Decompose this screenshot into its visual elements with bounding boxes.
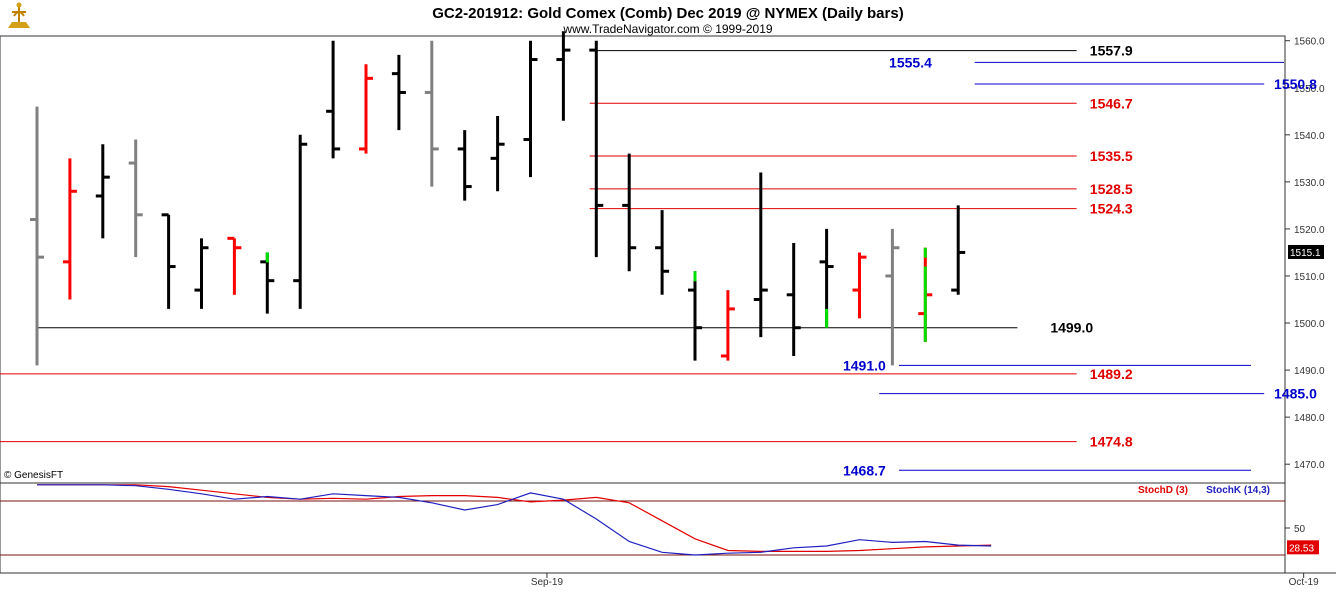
stoch-tick-label: 50 [1294, 524, 1306, 535]
ohlc-bar [556, 31, 571, 121]
stoch-reference-lines [0, 500, 1285, 556]
price-tick-label: 1520.0 [1294, 225, 1325, 236]
time-tick-label: Sep-19 [531, 577, 564, 588]
price-bars [30, 31, 966, 366]
level-label: 1550.8 [1274, 76, 1317, 92]
ohlc-bar [490, 115, 505, 192]
ohlc-bar [30, 106, 44, 366]
level-label: 1499.0 [1050, 320, 1093, 336]
price-tick-label: 1500.0 [1294, 319, 1325, 330]
stoch-legend: StochD (3) StochK (14,3) [1138, 485, 1270, 496]
level-label: 1557.9 [1090, 43, 1133, 59]
ohlc-bar [819, 228, 834, 328]
level-label: 1555.4 [889, 54, 932, 70]
ohlc-bar [951, 205, 966, 295]
ohlc-bar [786, 243, 801, 356]
chart-subtitle: www.TradeNavigator.com © 1999-2019 [562, 22, 772, 36]
last-price-label: 1515.1 [1290, 248, 1321, 259]
price-levels: 1557.9 1555.4 1550.8 1546.7 1535.5 1528.5 1524… [0, 43, 1317, 478]
price-tick-label: 1470.0 [1294, 460, 1325, 471]
level-label: 1485.0 [1274, 386, 1317, 402]
ohlc-bar [885, 228, 900, 366]
ohlc-bar [293, 134, 308, 309]
legend-stoch-d: StochD (3) [1138, 485, 1188, 496]
ohlc-bar [523, 40, 538, 178]
level-label: 1489.2 [1090, 366, 1133, 382]
level-label: 1468.7 [843, 462, 886, 478]
price-tick-label: 1540.0 [1294, 131, 1325, 142]
price-y-axis: 1470.0 1480.0 1490.0 1500.0 1510.0 1520.0 1530… [1285, 37, 1325, 471]
ohlc-bar [589, 40, 604, 258]
level-label: 1535.5 [1090, 148, 1133, 164]
ohlc-bar [424, 40, 439, 187]
ohlc-bar [457, 130, 472, 201]
level-label: 1474.8 [1090, 434, 1133, 450]
ohlc-bar [918, 247, 933, 342]
stoch-series [37, 484, 992, 556]
price-tick-label: 1480.0 [1294, 413, 1325, 424]
ohlc-bar [688, 271, 702, 361]
ohlc-bar [852, 252, 867, 319]
ohlc-bar [326, 40, 341, 159]
ohlc-bar [161, 213, 176, 309]
ohlc-bar [260, 252, 275, 314]
stoch-y-axis: 50 28.53 [1285, 524, 1319, 555]
ohlc-bar [391, 54, 406, 131]
ohlc-bar [227, 236, 242, 295]
level-label: 1491.0 [843, 357, 886, 373]
price-tick-label: 1550.0 [1294, 84, 1325, 95]
ohlc-bar [655, 210, 670, 295]
time-axis: Sep-19 Oct-19 [531, 573, 1319, 588]
logo-icon [8, 2, 30, 28]
price-tick-label: 1560.0 [1294, 37, 1325, 48]
price-tick-label: 1490.0 [1294, 366, 1325, 377]
ohlc-bar [194, 238, 209, 309]
ohlc-bar [62, 158, 77, 300]
last-price-tag: 1515.1 [1288, 244, 1324, 259]
stoch-panel-frame [0, 482, 1286, 574]
level-label: 1528.5 [1090, 181, 1133, 197]
time-tick-label: Oct-19 [1289, 577, 1319, 588]
stoch-last-value: 28.53 [1289, 543, 1314, 554]
chart-title: GC2-201912: Gold Comex (Comb) Dec 2019 @… [432, 5, 903, 22]
stoch-d-line [37, 484, 992, 553]
price-tick-label: 1530.0 [1294, 178, 1325, 189]
level-label: 1524.3 [1090, 201, 1133, 217]
ohlc-bar [753, 172, 768, 338]
legend-stoch-k: StochK (14,3) [1206, 485, 1270, 496]
watermark: © GenesisFT [4, 470, 63, 481]
stoch-k-line [37, 484, 992, 556]
level-label: 1546.7 [1090, 95, 1133, 111]
ohlc-bar [95, 144, 110, 239]
ohlc-bar [622, 153, 637, 272]
ohlc-bar [720, 290, 735, 361]
ohlc-bar [128, 139, 143, 258]
ohlc-bar [359, 64, 373, 154]
price-tick-label: 1510.0 [1294, 272, 1325, 283]
